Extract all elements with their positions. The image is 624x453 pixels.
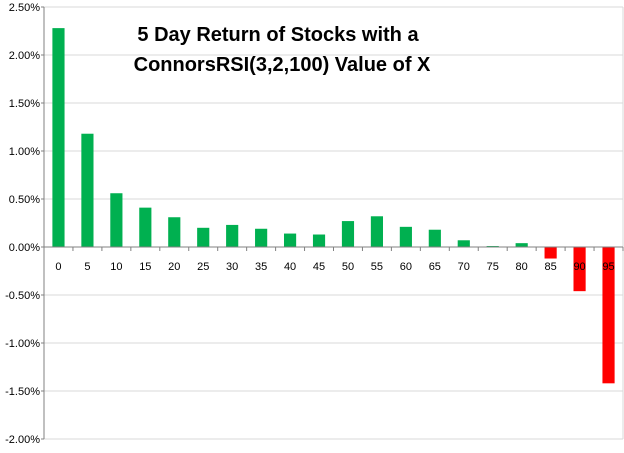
y-tick-label: -0.50% — [5, 290, 40, 302]
chart-title-line-2: ConnorsRSI(3,2,100) Value of X — [134, 54, 431, 76]
x-tick-label: 10 — [110, 261, 122, 273]
bar — [341, 221, 355, 247]
x-tick-label: 20 — [168, 261, 180, 273]
x-tick-label: 80 — [516, 261, 528, 273]
x-tick-label: 15 — [139, 261, 151, 273]
bar — [602, 247, 615, 384]
y-tick-label: 1.00% — [9, 146, 40, 158]
x-tick-label: 95 — [602, 261, 614, 273]
bar — [428, 229, 441, 247]
bar — [370, 216, 384, 247]
y-tick-label: 1.50% — [9, 98, 40, 110]
x-tick-label: 60 — [400, 261, 412, 273]
y-tick-label: 2.00% — [9, 50, 40, 62]
x-tick-label: 55 — [371, 261, 383, 273]
x-tick-label: 75 — [487, 261, 499, 273]
x-tick-label: 45 — [313, 261, 325, 273]
y-tick-label: 2.50% — [9, 2, 40, 14]
x-tick-label: 35 — [255, 261, 267, 273]
x-tick-label: 40 — [284, 261, 296, 273]
bar — [255, 228, 268, 247]
x-tick-label: 0 — [55, 261, 61, 273]
y-tick-label: -2.00% — [5, 434, 40, 446]
x-tick-label: 5 — [84, 261, 90, 273]
y-tick-label: 0.00% — [9, 242, 40, 254]
gridlines — [44, 6, 624, 440]
x-tick-label: 70 — [458, 261, 470, 273]
bar — [197, 227, 210, 247]
y-tick-label: 0.50% — [9, 194, 40, 206]
axes — [41, 6, 624, 440]
x-tick-label: 30 — [226, 261, 238, 273]
bar — [312, 234, 326, 247]
bar — [515, 243, 528, 247]
bar — [457, 240, 470, 247]
bar — [52, 28, 65, 248]
x-tick-label: 85 — [545, 261, 557, 273]
bar — [283, 233, 297, 247]
chart-title-line-1: 5 Day Return of Stocks with a — [137, 24, 419, 46]
y-tick-label: -1.00% — [5, 338, 40, 350]
bar — [573, 247, 586, 292]
x-tick-label: 90 — [573, 261, 585, 273]
x-tick-label: 65 — [429, 261, 441, 273]
bar — [81, 133, 94, 247]
y-tick-label: -1.50% — [5, 386, 40, 398]
bar — [110, 193, 123, 247]
bar — [399, 226, 412, 247]
bars — [52, 28, 615, 384]
bar — [226, 224, 239, 247]
bar — [139, 207, 152, 247]
tick-labels: 2.50% 2.00% 1.50% 1.00% 0.50% 0.00% -0.50% -1.0… — [5, 2, 615, 446]
x-tick-label: 50 — [342, 261, 354, 273]
bar — [544, 247, 557, 259]
x-tick-label: 25 — [197, 261, 209, 273]
bar — [168, 217, 181, 247]
